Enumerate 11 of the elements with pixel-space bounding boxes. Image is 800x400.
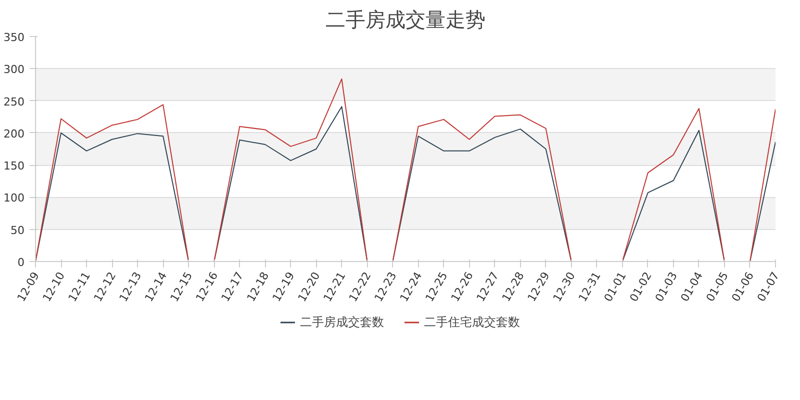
y-tick-label: 200 (4, 127, 25, 140)
y-tick-label: 150 (4, 160, 25, 173)
y-tick-label: 350 (4, 31, 25, 44)
y-tick-label: 100 (4, 192, 25, 205)
legend-label: 二手住宅成交套数 (424, 314, 520, 330)
legend-label: 二手房成交套数 (300, 314, 384, 330)
y-tick-label: 250 (4, 95, 25, 108)
y-tick-label: 50 (10, 224, 25, 237)
y-tick-label: 0 (18, 256, 24, 269)
chart-title: 二手房成交量走势 (326, 8, 486, 32)
y-tick-label: 300 (4, 63, 25, 76)
